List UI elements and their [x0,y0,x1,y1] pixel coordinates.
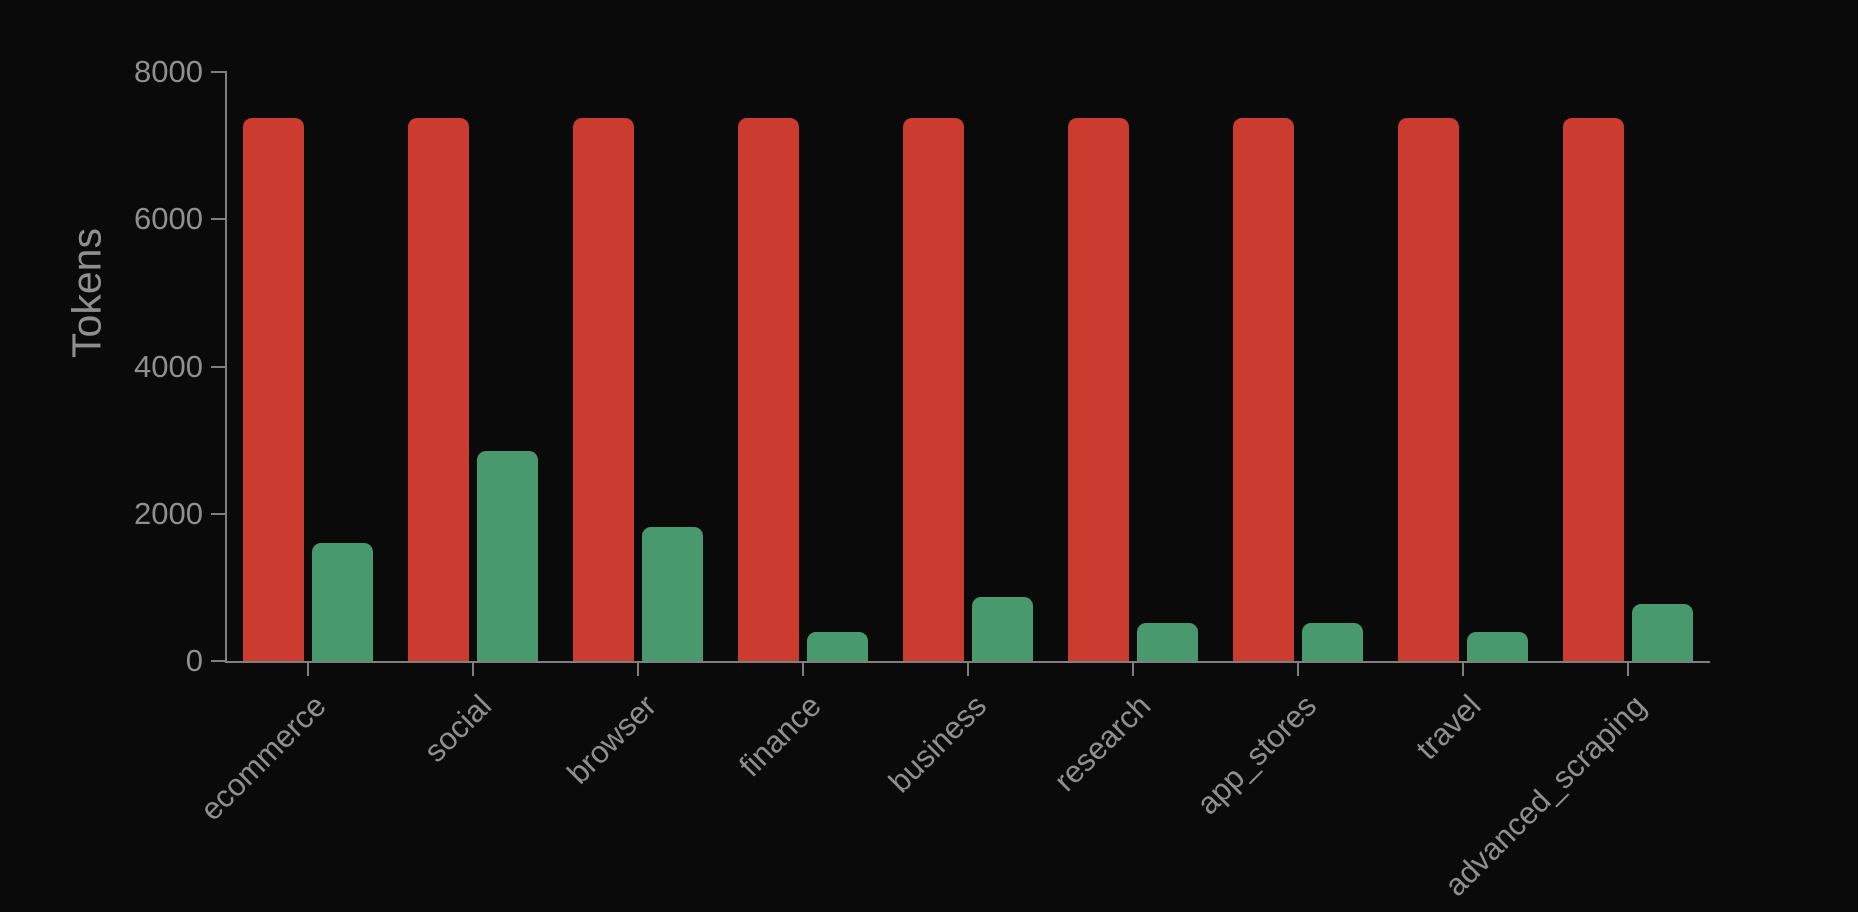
x-axis-line [225,661,1710,663]
bar-green-ecommerce [312,543,373,661]
x-tick-social [472,661,474,676]
bar-red-research [1068,118,1129,661]
bar-green-advanced_scraping [1632,603,1693,661]
bar-red-social [408,118,469,661]
x-tick-label-browser: browser [560,688,663,791]
x-tick-label-app_stores: app_stores [1189,688,1323,822]
bar-green-research [1137,622,1198,661]
y-tick-8000 [211,71,227,73]
y-tick-label-2000: 2000 [134,495,203,531]
y-tick-label-0: 0 [185,643,203,678]
bar-red-advanced_scraping [1563,118,1624,661]
y-tick-label-8000: 8000 [134,54,203,89]
y-tick-4000 [211,365,227,368]
y-tick-label-6000: 6000 [134,201,203,237]
bar-green-app_stores [1302,623,1363,661]
x-tick-label-ecommerce: ecommerce [193,688,333,828]
bar-green-business [972,596,1033,661]
x-tick-travel [1462,661,1464,676]
bar-red-travel [1398,118,1459,661]
x-tick-label-finance: finance [732,688,828,784]
y-tick-6000 [211,218,227,221]
x-tick-ecommerce [307,661,309,676]
bar-green-finance [807,631,868,661]
bar-green-social [477,451,538,661]
x-tick-browser [637,661,639,676]
x-tick-finance [802,661,804,676]
x-tick-advanced_scraping [1627,661,1629,676]
x-tick-label-travel: travel [1409,688,1488,767]
y-tick-2000 [211,512,227,515]
bar-green-travel [1467,631,1528,661]
bar-red-browser [573,118,634,661]
bar-red-business [903,118,964,661]
x-tick-business [967,661,969,676]
bar-red-app_stores [1233,118,1294,661]
bar-red-ecommerce [243,118,304,661]
y-tick-label-4000: 4000 [134,348,203,384]
x-tick-research [1132,661,1134,676]
x-tick-label-business: business [881,688,993,800]
x-tick-label-research: research [1047,688,1158,799]
bar-green-browser [642,527,703,661]
x-tick-label-social: social [416,688,498,769]
x-tick-app_stores [1297,661,1299,676]
y-axis-line [225,72,227,663]
y-tick-0 [211,660,227,662]
bar-red-finance [738,118,799,661]
